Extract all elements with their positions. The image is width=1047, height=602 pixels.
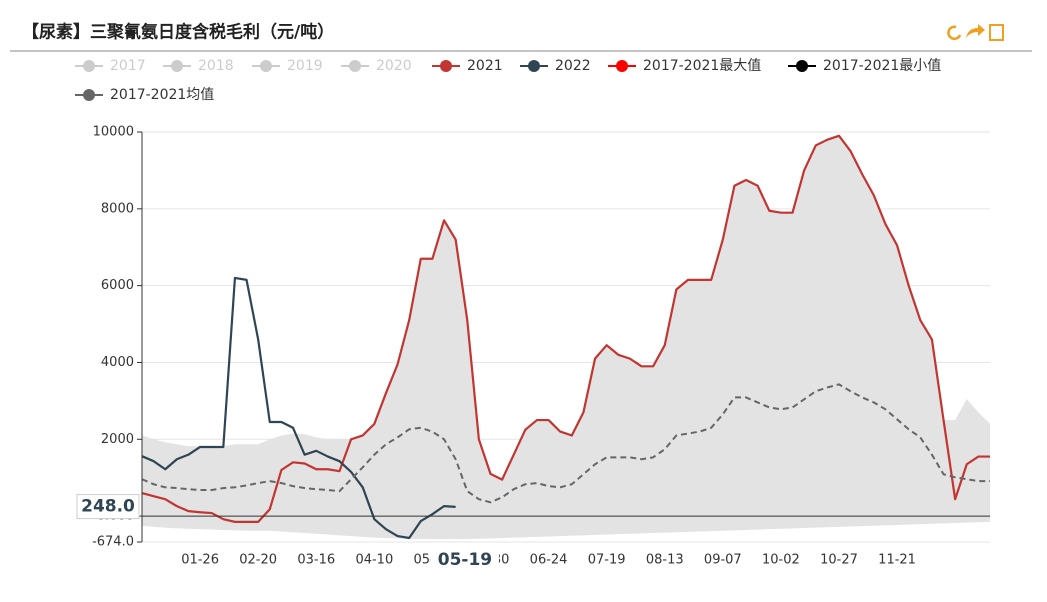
pointer-x-box [430, 548, 499, 572]
share-icon[interactable] [966, 24, 985, 38]
y-tick-label: 8000 [101, 201, 134, 216]
legend-label: 2017 [110, 58, 146, 74]
band [142, 135, 990, 540]
series-line [141, 134, 990, 523]
legend-label: 2017-2021均值 [110, 87, 214, 103]
x-tick-label: 11-21 [878, 553, 916, 568]
legend-marker [616, 60, 628, 72]
x-tick-label: 01-26 [181, 553, 219, 568]
legend-marker [528, 60, 540, 72]
range-band [142, 135, 990, 517]
x-tick-label: 07-19 [588, 553, 626, 568]
legend-item[interactable]: 2022 [520, 58, 591, 74]
legend-item[interactable]: 2021 [432, 58, 503, 74]
legend-marker [171, 60, 183, 72]
legend-label: 2019 [287, 58, 323, 74]
legend-item[interactable]: 2017-2021均值 [75, 87, 214, 103]
image-icon[interactable] [989, 24, 1004, 41]
legend-marker [260, 60, 272, 72]
legend-marker [83, 60, 95, 72]
x-tick-label: 04-10 [355, 553, 393, 568]
legend-label: 2022 [555, 58, 591, 74]
x-tick-label: 10-02 [762, 553, 800, 568]
legend-label: 2017-2021最小值 [823, 58, 941, 74]
x-tick-label: 06-24 [530, 553, 568, 568]
legend-label: 2018 [198, 58, 234, 74]
legend-label: 2017-2021最大值 [643, 58, 761, 74]
lines [141, 134, 990, 540]
toolbar [947, 24, 1004, 41]
legend-item[interactable]: 2017 [75, 58, 146, 74]
legend-marker [796, 60, 808, 72]
legend-item[interactable]: 2017-2021最大值 [608, 58, 761, 74]
x-tick-label: 03-16 [297, 553, 335, 568]
x-tick-label: 08-13 [646, 553, 684, 568]
legend-item[interactable]: 2017-2021最小值 [788, 58, 941, 74]
legend-item[interactable]: 2018 [163, 58, 234, 74]
pointer-x-label: 05-19 [438, 550, 492, 570]
series-line [141, 276, 456, 540]
y-tick-label: -674.0 [92, 535, 134, 550]
legend-label: 2021 [467, 58, 503, 74]
legend-label: 2020 [376, 58, 412, 74]
y-tick-label: 4000 [101, 355, 134, 370]
y-tick-label: 6000 [101, 278, 134, 293]
y-tick-label: 10000 [93, 125, 134, 140]
legend-marker [83, 89, 95, 101]
chart-title: 【尿素】三聚氰氨日度含税毛利（元/吨） [22, 22, 334, 43]
range-band [142, 516, 990, 540]
x-tick-label: 09-07 [704, 553, 742, 568]
x-tick-label: 10-27 [820, 553, 858, 568]
refresh-icon[interactable] [947, 25, 962, 40]
legend-item[interactable]: 2020 [341, 58, 412, 74]
legend-item[interactable]: 2019 [252, 58, 323, 74]
x-tick-label: 02-20 [239, 553, 277, 568]
legend-marker [440, 60, 452, 72]
y-tick-label: 2000 [101, 432, 134, 447]
pointer-y-label: 248.0 [81, 497, 135, 517]
legend-marker [349, 60, 361, 72]
series-line [141, 383, 990, 504]
pointer-y-box [76, 494, 140, 520]
